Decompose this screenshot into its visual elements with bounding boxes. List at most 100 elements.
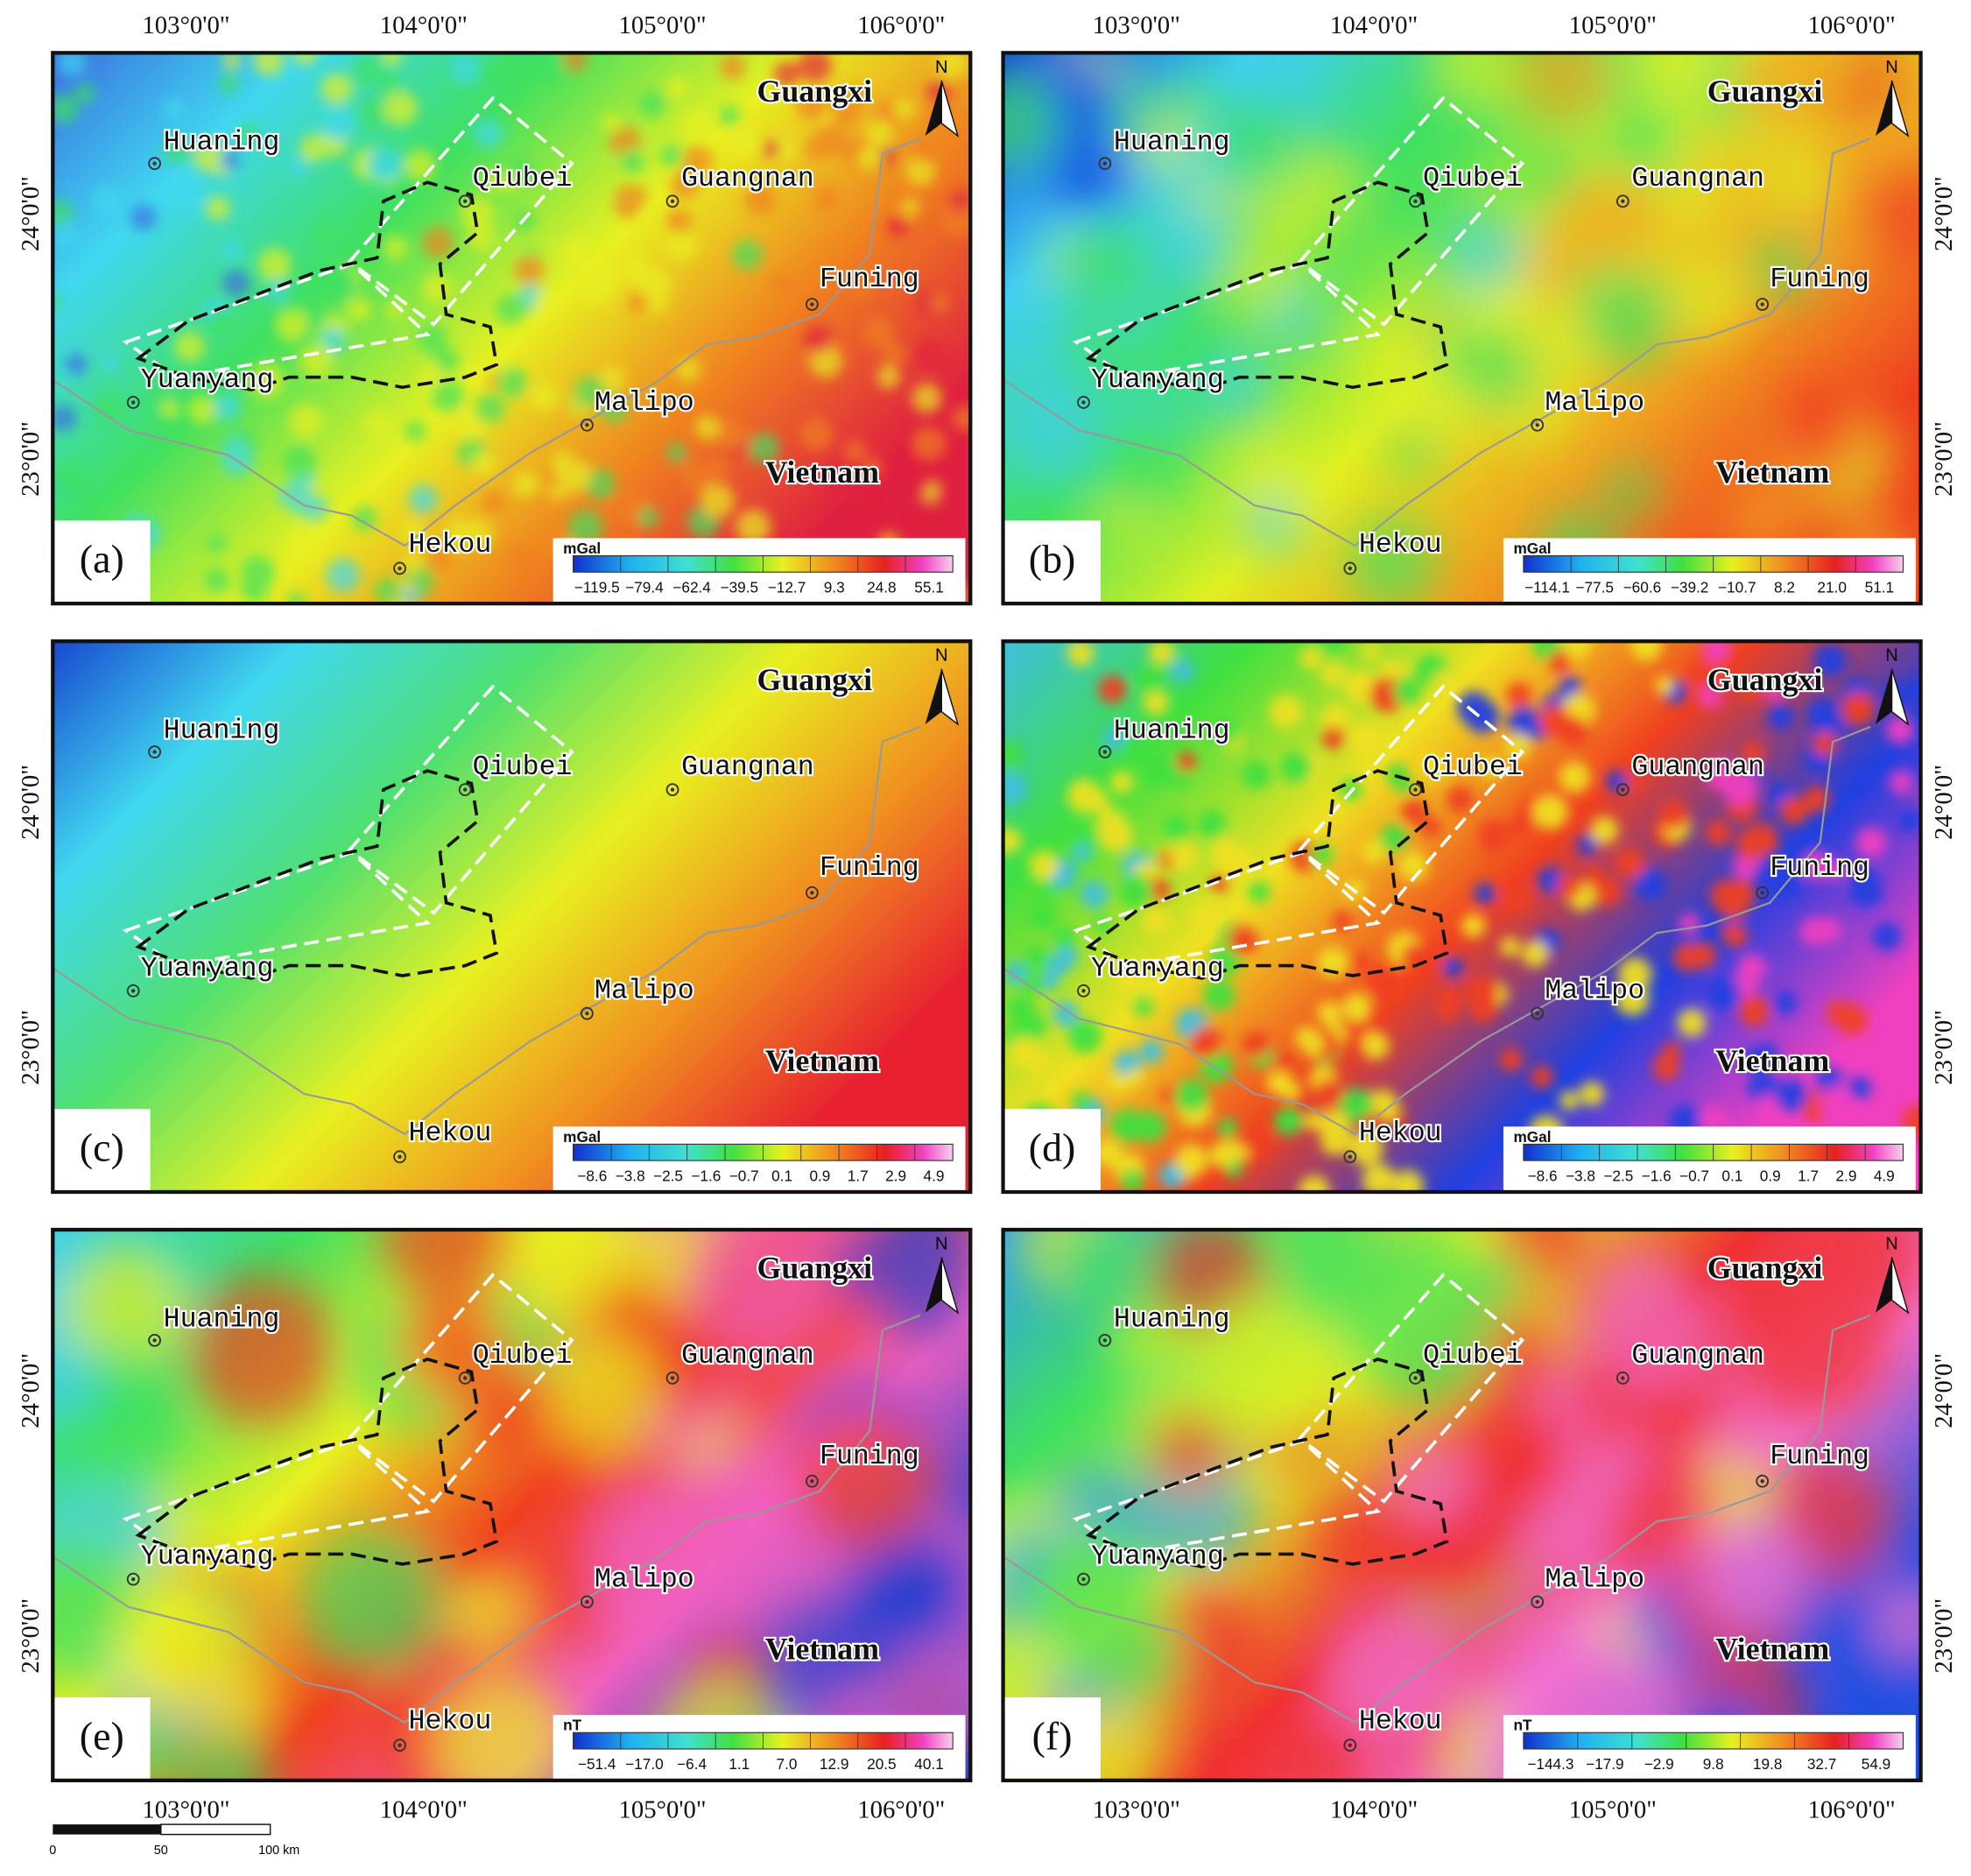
north-arrow: [1890, 668, 1910, 726]
place-marker-dot: [585, 423, 589, 427]
texture-blob: [472, 117, 504, 149]
texture-blob: [1163, 280, 1229, 347]
legend-label: −8.6: [1528, 1167, 1558, 1184]
texture-blob: [54, 461, 87, 494]
texture-blob: [1059, 1230, 1145, 1308]
longitude-label: 104°0'0": [380, 11, 468, 39]
texture-blob: [1029, 850, 1059, 880]
texture-blob: [1853, 168, 1921, 264]
legend-label: 0.9: [809, 1167, 830, 1184]
map-panel: Huaning Qiubei Guangnan Funing Yuanyang Malip…: [1001, 1227, 1923, 1782]
longitude-label: 106°0'0": [857, 11, 945, 39]
texture-blob: [1388, 426, 1440, 477]
place-marker: [126, 396, 140, 409]
legend-label: 4.9: [924, 1167, 945, 1184]
texture-blob: [847, 271, 873, 297]
field-texture: [1003, 53, 1921, 604]
texture-blob: [1141, 752, 1175, 787]
legend-label: 2.9: [885, 1167, 906, 1184]
region-name: Guangxi: [1707, 662, 1823, 697]
scale-label: 50: [154, 1844, 168, 1858]
texture-blob: [483, 171, 504, 192]
panel-frame: [1001, 639, 1923, 1195]
texture-blob: [1171, 659, 1195, 683]
place-name: Funing: [1770, 264, 1869, 295]
texture-blob: [707, 459, 728, 479]
legend-label: 0.1: [1721, 1167, 1742, 1184]
north-label: N: [1885, 58, 1898, 77]
texture-blob: [433, 348, 460, 373]
texture-blob: [1852, 767, 1872, 787]
place-marker: [1098, 1333, 1112, 1347]
texture-blob: [1348, 1130, 1383, 1166]
texture-blob: [1202, 350, 1271, 420]
texture-blob: [1066, 641, 1095, 666]
legend-label: 12.9: [820, 1755, 849, 1773]
place-name: Hekou: [409, 530, 492, 561]
place-name: Qiubei: [1423, 752, 1523, 783]
texture-blob: [364, 411, 389, 435]
region-name: Vietnam: [765, 455, 879, 490]
texture-blob: [1193, 1726, 1276, 1781]
north-label: N: [935, 58, 948, 77]
texture-blob: [405, 420, 426, 442]
texture-blob: [1093, 414, 1190, 511]
texture-blob: [1174, 1143, 1208, 1177]
legend-label: −51.4: [578, 1755, 616, 1773]
texture-blob: [681, 462, 714, 494]
texture-blob: [1757, 1095, 1780, 1118]
texture-blob: [1499, 1047, 1523, 1071]
texture-blob: [1114, 961, 1145, 992]
texture-blob: [1420, 816, 1442, 838]
texture-blob: [1582, 865, 1606, 890]
texture-blob: [1202, 978, 1235, 1012]
longitude-label: 104°0'0": [1330, 1795, 1418, 1823]
texture-blob: [1635, 53, 1714, 95]
texture-blob: [1320, 1125, 1351, 1156]
texture-blob: [1751, 236, 1815, 300]
texture-blob: [60, 1245, 189, 1373]
place-marker-dot: [1081, 400, 1086, 405]
legend-label: −1.6: [1642, 1167, 1672, 1184]
texture-blob: [53, 293, 62, 311]
legend-label: 54.9: [1862, 1755, 1891, 1773]
texture-blob: [1468, 993, 1498, 1023]
texture-blob: [422, 226, 454, 258]
texture-blob: [1136, 664, 1165, 694]
texture-blob: [1317, 1000, 1342, 1026]
texture-blob: [1087, 791, 1110, 815]
place-name: Huaning: [164, 1304, 280, 1335]
texture-blob: [1073, 843, 1092, 863]
texture-blob: [1142, 906, 1171, 935]
place-name: Qiubei: [1423, 164, 1523, 194]
map-panel: Huaning Qiubei Guangnan Funing Yuanyang Malip…: [51, 51, 973, 606]
place-marker-dot: [152, 1338, 157, 1343]
texture-blob: [1276, 1230, 1394, 1330]
texture-blob: [1008, 1037, 1039, 1068]
texture-blob: [1474, 883, 1496, 905]
place-marker: [581, 418, 594, 432]
region-name: Vietnam: [1715, 455, 1829, 490]
texture-blob: [301, 1528, 447, 1675]
latitude-label: 23°0'0": [1930, 1598, 1958, 1674]
texture-blob: [472, 452, 496, 476]
place-marker-dot: [152, 161, 157, 166]
texture-blob: [940, 203, 971, 238]
texture-blob: [476, 54, 503, 80]
place-marker: [148, 157, 161, 171]
place-name: Guangnan: [1631, 1341, 1764, 1372]
texture-blob: [1348, 722, 1384, 757]
texture-blob: [311, 219, 336, 244]
texture-blob: [461, 1360, 559, 1459]
texture-blob: [1803, 786, 1830, 813]
texture-blob: [1521, 941, 1549, 968]
texture-blob: [862, 316, 895, 349]
place-name: Malipo: [595, 977, 694, 1007]
place-marker-dot: [810, 302, 814, 307]
texture-blob: [1211, 837, 1240, 865]
place-marker-dot: [670, 1376, 675, 1380]
longitude-label: 103°0'0": [142, 11, 229, 39]
region-name: Vietnam: [765, 1043, 879, 1078]
texture-blob: [193, 139, 227, 173]
legend-label: −2.5: [1603, 1167, 1633, 1184]
